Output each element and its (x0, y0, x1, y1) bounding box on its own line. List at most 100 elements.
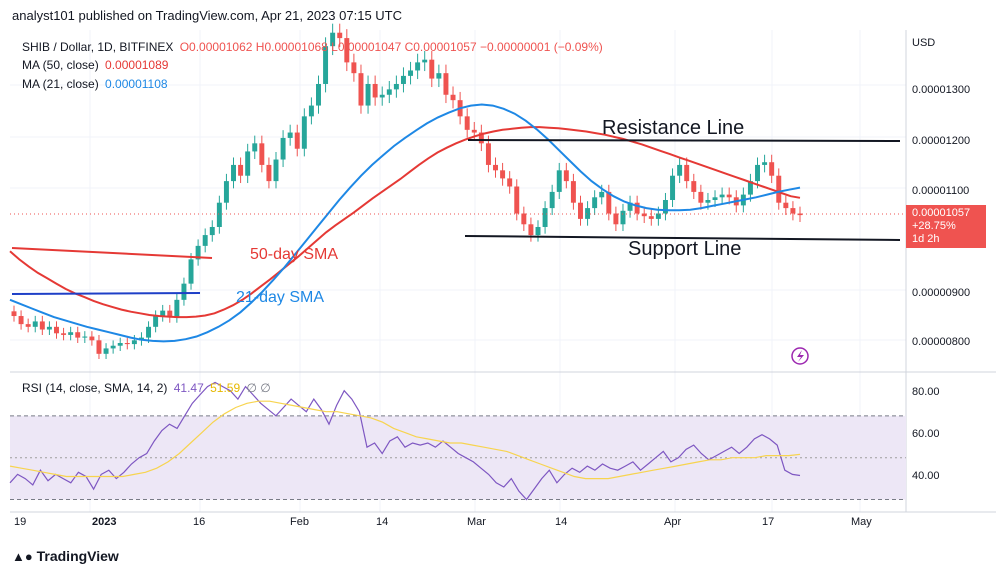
last-price: 0.00001057 (912, 207, 971, 219)
candle-body (677, 164, 683, 176)
price-tick: 0.00001200 (912, 135, 971, 147)
price-tick: 0.00001300 (912, 84, 971, 96)
candle-body (103, 348, 109, 354)
candle-body (549, 191, 555, 209)
resistance-line[interactable] (467, 139, 901, 142)
candle-body (146, 326, 152, 338)
price-change: +28.75% (912, 220, 956, 232)
rsi-tick: 60.00 (912, 428, 940, 440)
candle-body (797, 213, 803, 216)
candle-body (578, 202, 583, 219)
ma21-legend: MA (21, close) 0.00001108 (22, 77, 171, 91)
rsi-legend: RSI (14, close, SMA, 14, 2) 41.47 51.59 … (22, 381, 274, 395)
rsi-tick: 40.00 (912, 470, 940, 482)
candle-body (301, 116, 307, 149)
candle-body (500, 170, 506, 179)
candle-body (429, 59, 435, 79)
candle-body (61, 333, 67, 335)
rsi-legend-extra: ∅ ∅ (246, 381, 271, 395)
candlestick-series (11, 23, 803, 359)
ma21-legend-value: 0.00001108 (105, 77, 168, 91)
candle-body (641, 213, 647, 217)
candle-body (542, 208, 548, 227)
ma50-legend-value: 0.00001089 (105, 58, 169, 72)
time-tick: Apr (664, 516, 682, 528)
ma21-legend-label[interactable]: MA (21, close) (22, 77, 99, 91)
symbol-name[interactable]: SHIB / Dollar, 1D, BITFINEX (22, 40, 174, 54)
candle-body (726, 194, 732, 198)
candle-body (131, 340, 137, 345)
time-tick: Mar (467, 516, 486, 528)
candle-body (521, 213, 527, 225)
price-tick: 0.00000900 (912, 287, 971, 299)
time-tick: May (851, 516, 872, 528)
rsi-tick: 80.00 (912, 386, 940, 398)
candle-body (599, 191, 605, 198)
publisher-line: analyst101 published on TradingView.com,… (12, 8, 403, 23)
support-line[interactable] (464, 235, 901, 241)
candle-body (153, 316, 159, 327)
ma50-legend: MA (50, close) 0.00001089 (22, 58, 171, 72)
rsi-legend-label[interactable]: RSI (14, close, SMA, 14, 2) (22, 381, 168, 395)
candle-body (245, 151, 251, 176)
candle-body (273, 159, 279, 182)
candle-body (323, 46, 329, 84)
candle-body (308, 105, 314, 117)
ma50-legend-label[interactable]: MA (50, close) (22, 58, 99, 72)
resistance-label: Resistance Line (602, 117, 744, 139)
candle-body (209, 226, 215, 236)
candle-body (238, 164, 244, 176)
candle-body (563, 170, 569, 182)
candle-body (670, 175, 676, 200)
candle-body (82, 336, 88, 338)
candle-body (712, 197, 718, 200)
time-tick: 14 (376, 516, 389, 528)
candle-body (776, 175, 782, 203)
candle-body (54, 326, 59, 334)
candle-body (613, 213, 619, 225)
lightning-icon[interactable] (791, 347, 809, 365)
candle-body (117, 343, 123, 346)
candle-body (408, 70, 414, 76)
candle-body (11, 311, 17, 317)
candle-body (280, 137, 286, 160)
candle-body (662, 200, 668, 214)
candle-body (393, 83, 399, 90)
rsi-sma-line (9, 400, 801, 480)
candle-body (32, 321, 38, 327)
candle-body (386, 89, 392, 95)
candle-body (25, 324, 31, 327)
candle-body (705, 200, 711, 203)
candle-body (783, 202, 789, 209)
candle-body (223, 181, 229, 203)
sma21-label: 21-day SMA (236, 289, 324, 306)
candle-body (202, 235, 208, 246)
price-tick: 0.00000800 (912, 336, 971, 348)
sma50-label: 50-day SMA (250, 246, 338, 263)
time-tick: 17 (762, 516, 775, 528)
candle-body (358, 73, 364, 106)
candle-body (634, 202, 640, 214)
brand-name: TradingView (36, 548, 119, 564)
candle-body (365, 83, 371, 106)
candle-body (556, 170, 562, 192)
candle-body (266, 164, 272, 182)
candle-body (585, 208, 591, 219)
candle-body (436, 73, 442, 79)
brand-footer[interactable]: ▲● TradingView (12, 548, 119, 564)
candle-body (691, 181, 697, 192)
candle-body (294, 132, 300, 149)
sma21-annotation-line[interactable] (11, 292, 201, 295)
candle-body (330, 32, 336, 47)
candle-body (160, 310, 166, 317)
time-tick: 2023 (92, 516, 117, 528)
candle-body (514, 186, 520, 214)
candle-body (379, 94, 385, 98)
candle-body (592, 197, 598, 209)
candle-body (747, 181, 753, 195)
candle-body (648, 216, 654, 219)
ma21-line (9, 103, 801, 343)
candle-body (167, 310, 173, 318)
sma50-annotation-line[interactable] (11, 247, 213, 259)
